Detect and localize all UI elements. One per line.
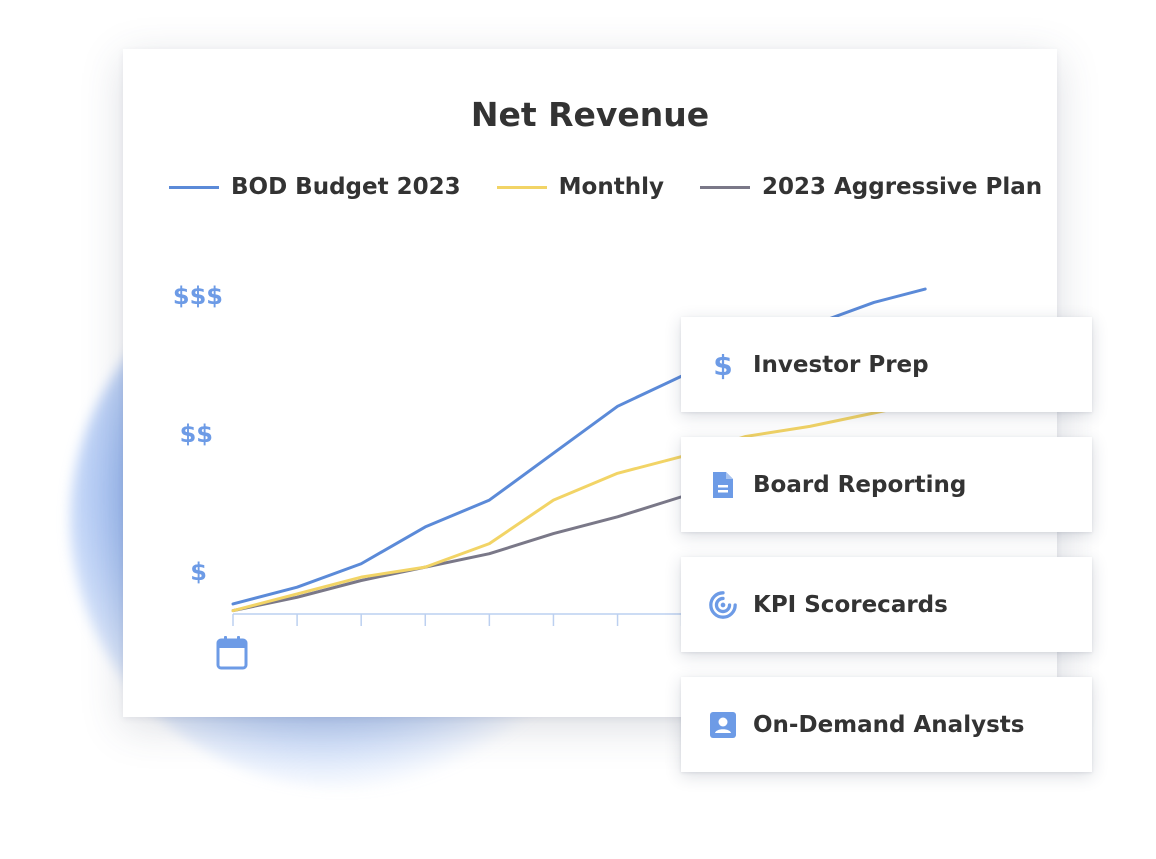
y-tick-label-high: $$$ xyxy=(172,282,223,310)
dollar-icon: $ xyxy=(708,350,738,380)
legend-item-bod-budget: BOD Budget 2023 xyxy=(169,174,461,200)
legend-swatch xyxy=(169,185,219,189)
svg-text:$: $ xyxy=(713,350,732,380)
calendar-icon xyxy=(216,635,249,674)
feature-label: Investor Prep xyxy=(753,351,929,378)
legend-swatch xyxy=(699,185,750,189)
legend-label: 2023 Aggressive Plan xyxy=(761,174,1043,200)
series-line-monthly xyxy=(231,404,908,613)
feature-card-on-demand-analysts[interactable]: On-Demand Analysts xyxy=(681,677,1092,772)
chart-legend: BOD Budget 2023 Monthly 2023 Aggressive … xyxy=(169,174,1042,200)
legend-item-aggressive-plan: 2023 Aggressive Plan xyxy=(699,174,1043,200)
feature-label: On-Demand Analysts xyxy=(753,711,1025,738)
feature-card-investor-prep[interactable]: $ Investor Prep xyxy=(681,317,1092,412)
radar-icon xyxy=(708,590,738,620)
document-icon xyxy=(708,470,738,500)
feature-card-kpi-scorecards[interactable]: KPI Scorecards xyxy=(681,557,1092,652)
y-tick-label-low: $ xyxy=(190,558,207,586)
legend-label: BOD Budget 2023 xyxy=(231,174,461,200)
feature-label: KPI Scorecards xyxy=(753,591,948,618)
y-tick-label-mid: $$ xyxy=(179,420,213,448)
feature-card-board-reporting[interactable]: Board Reporting xyxy=(681,437,1092,532)
chart-title: Net Revenue xyxy=(470,95,710,134)
legend-label: Monthly xyxy=(558,174,664,200)
feature-label: Board Reporting xyxy=(753,471,967,498)
person-badge-icon xyxy=(708,710,738,740)
legend-item-monthly: Monthly xyxy=(496,174,664,200)
series-line-2023-aggressive-plan xyxy=(231,495,684,613)
legend-swatch xyxy=(496,185,547,189)
